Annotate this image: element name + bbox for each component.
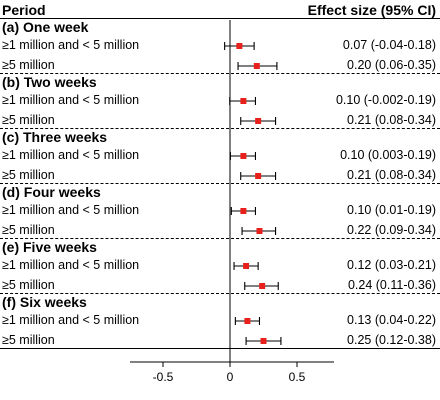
estimate-mark	[229, 152, 257, 160]
group-separator	[0, 128, 440, 129]
estimate-mark	[244, 282, 279, 290]
effect-size-value: 0.12 (0.03-0.21)	[347, 258, 436, 272]
row-label: ≥5 million	[2, 58, 55, 72]
estimate-mark	[233, 262, 259, 270]
column-header-period: Period	[2, 2, 46, 18]
effect-size-value: 0.10 (0.01-0.19)	[347, 203, 436, 217]
point-estimate	[236, 43, 243, 49]
period-title: (a) One week	[2, 19, 89, 35]
group-separator	[0, 238, 440, 239]
effect-size-value: 0.13 (0.04-0.22)	[347, 313, 436, 327]
header-rule	[0, 18, 440, 19]
point-estimate	[243, 263, 250, 269]
bottom-rule	[0, 348, 440, 349]
estimate-mark	[229, 97, 257, 105]
effect-size-value: 0.22 (0.09-0.34)	[347, 223, 436, 237]
row-label: ≥5 million	[2, 168, 55, 182]
estimate-mark	[230, 207, 257, 215]
point-estimate	[253, 63, 260, 69]
row-label: ≥5 million	[2, 113, 55, 127]
row-label: ≥1 million and < 5 million	[2, 203, 140, 217]
group-separator	[0, 293, 440, 294]
period-title: (e) Five weeks	[2, 239, 97, 255]
effect-size-value: 0.20 (0.06-0.35)	[347, 58, 436, 72]
estimate-mark	[245, 337, 282, 345]
point-estimate	[244, 318, 251, 324]
period-title: (f) Six weeks	[2, 294, 87, 310]
column-header-effect-size: Effect size (95% CI)	[307, 2, 436, 18]
x-tick-label: 0.5	[289, 370, 306, 384]
period-title: (b) Two weeks	[2, 74, 97, 90]
point-estimate	[260, 338, 267, 344]
effect-size-value: 0.10 (-0.002-0.19)	[335, 93, 436, 107]
x-axis: -0.5 0 0.5	[130, 361, 334, 384]
estimate-mark	[240, 117, 277, 125]
effect-size-value: 0.21 (0.08-0.34)	[347, 113, 436, 127]
point-estimate	[240, 208, 247, 214]
estimate-mark	[237, 62, 278, 70]
effect-size-value: 0.25 (0.12-0.38)	[347, 333, 436, 347]
period-title: (c) Three weeks	[2, 129, 108, 145]
effect-size-value: 0.24 (0.11-0.36)	[347, 278, 436, 292]
group-separator	[0, 73, 440, 74]
estimate-mark	[234, 317, 261, 325]
effect-size-value: 0.10 (0.003-0.19)	[340, 148, 436, 162]
row-label: ≥1 million and < 5 million	[2, 313, 140, 327]
point-estimate	[259, 283, 266, 289]
row-label: ≥1 million and < 5 million	[2, 93, 140, 107]
point-estimate	[255, 173, 262, 179]
point-estimate	[255, 118, 262, 124]
x-tick-label: 0	[227, 370, 234, 384]
estimate-mark	[241, 227, 277, 235]
estimate-mark	[224, 42, 255, 50]
row-label: ≥5 million	[2, 223, 55, 237]
effect-size-value: 0.07 (-0.04-0.18)	[342, 38, 436, 52]
estimate-mark	[240, 172, 277, 180]
effect-size-value: 0.21 (0.08-0.34)	[347, 168, 436, 182]
row-label: ≥1 million and < 5 million	[2, 148, 140, 162]
x-tick-label: -0.5	[153, 370, 174, 384]
group-separator	[0, 183, 440, 184]
row-label: ≥5 million	[2, 278, 55, 292]
point-estimate	[240, 98, 247, 104]
row-label: ≥5 million	[2, 333, 55, 347]
period-title: (d) Four weeks	[2, 184, 101, 200]
row-label: ≥1 million and < 5 million	[2, 258, 140, 272]
point-estimate	[256, 228, 263, 234]
row-label: ≥1 million and < 5 million	[2, 38, 140, 52]
point-estimate	[240, 153, 247, 159]
